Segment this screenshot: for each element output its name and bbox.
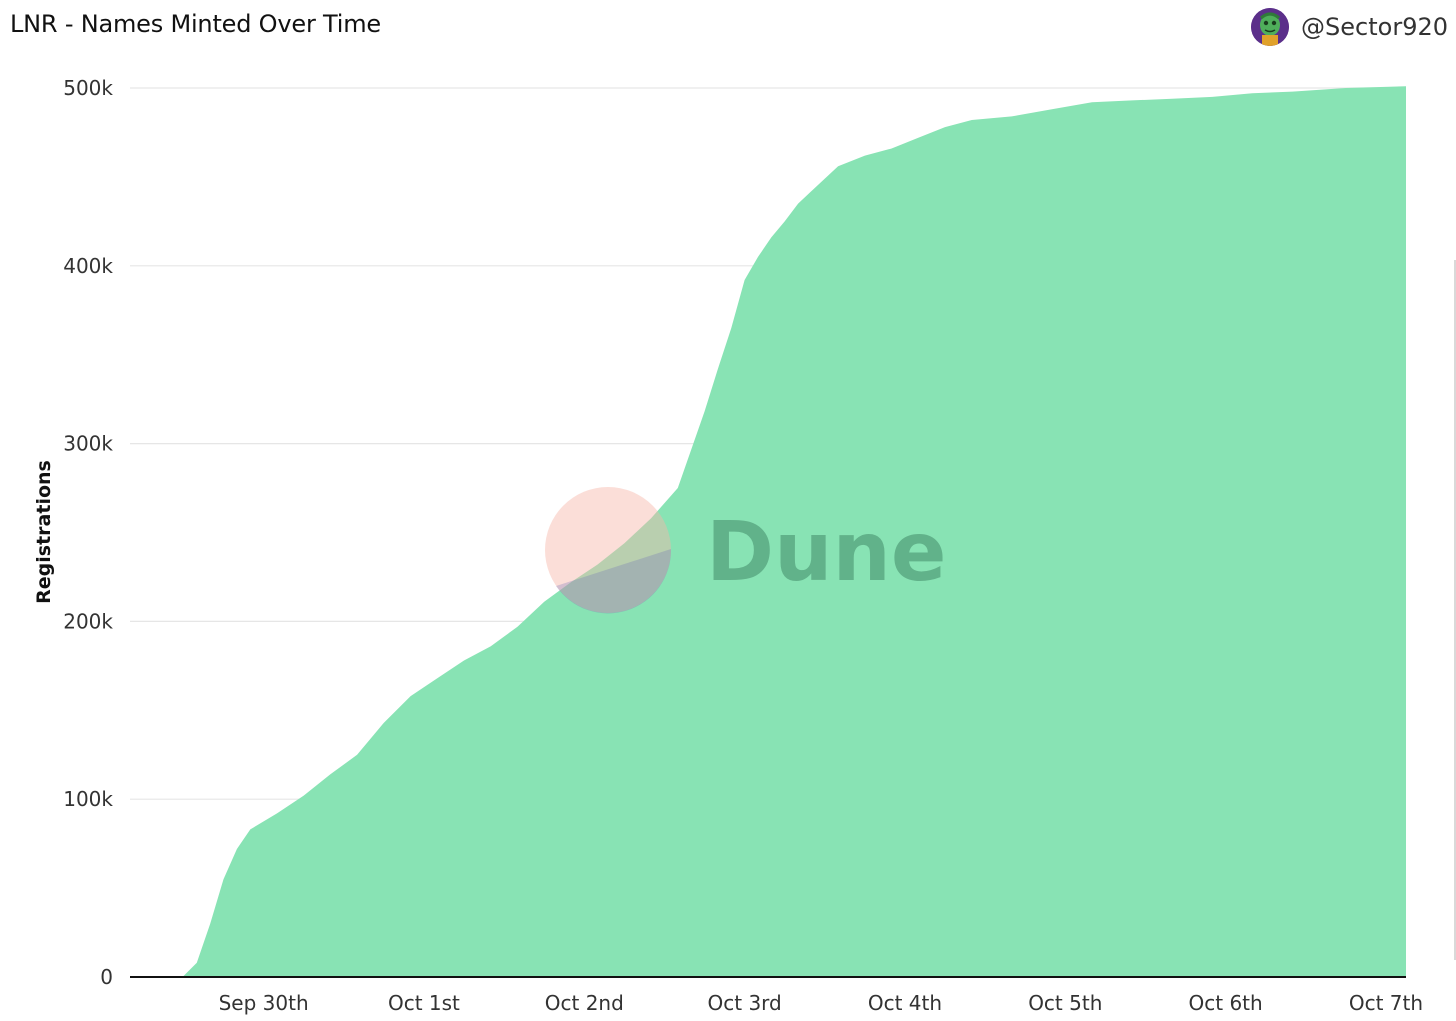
avatar-image xyxy=(1251,8,1290,46)
y-tick-label: 0 xyxy=(100,965,113,989)
y-tick-label: 300k xyxy=(63,432,113,456)
user-badge[interactable]: @Sector920 xyxy=(1251,8,1448,46)
dune-watermark: Dune xyxy=(545,487,946,614)
y-tick-label: 500k xyxy=(63,76,113,100)
x-tick-label: Oct 4th xyxy=(868,991,942,1015)
x-tick-label: Sep 30th xyxy=(219,991,309,1015)
x-tick-label: Oct 7th xyxy=(1349,991,1423,1015)
x-tick-label: Oct 6th xyxy=(1189,991,1263,1015)
avatar-icon[interactable] xyxy=(1251,8,1290,46)
y-tick-label: 100k xyxy=(63,787,113,811)
x-tick-label: Oct 1st xyxy=(388,991,460,1015)
y-axis-title: Registrations xyxy=(33,460,55,604)
x-tick-label: Oct 3rd xyxy=(708,991,782,1015)
y-tick-label: 200k xyxy=(63,609,113,633)
watermark-text: Dune xyxy=(706,505,946,600)
x-tick-label: Oct 5th xyxy=(1028,991,1102,1015)
area-layer xyxy=(130,86,1406,977)
watermark-circle-slice xyxy=(556,549,672,614)
area-series[interactable] xyxy=(130,86,1406,977)
x-tick-label: Oct 2nd xyxy=(545,991,624,1015)
y-tick-label: 400k xyxy=(63,254,113,278)
watermark-circle-pink xyxy=(545,487,671,613)
x-tick-labels: Sep 30th Oct 1st Oct 2nd Oct 3rd Oct 4th Oct … xyxy=(219,991,1423,1015)
chart-title: LNR - Names Minted Over Time xyxy=(10,10,381,38)
y-tick-labels: 0 100k 200k 300k 400k 500k xyxy=(63,76,113,989)
panel-edge xyxy=(1454,260,1456,960)
username[interactable]: @Sector920 xyxy=(1301,13,1448,41)
